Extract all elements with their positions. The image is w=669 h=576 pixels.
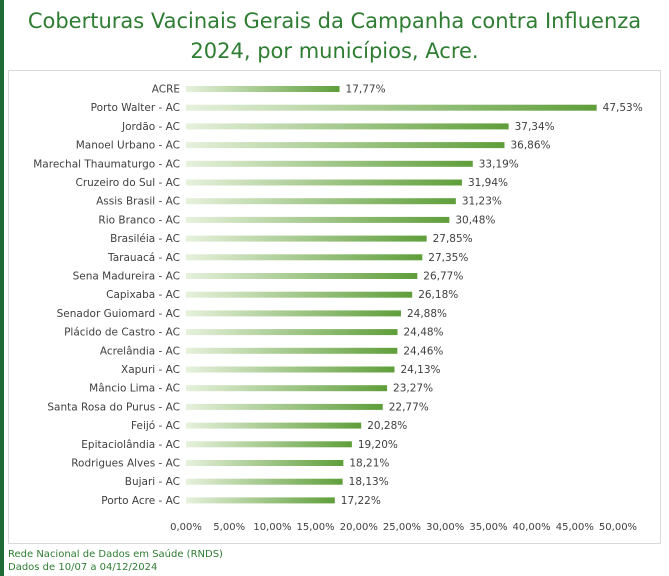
bar [186,104,597,111]
bar [186,403,383,410]
data-label: 26,18% [418,289,458,301]
frame-border [0,0,4,576]
data-label: 27,85% [433,233,473,245]
x-tick-label: 5,00% [213,522,245,533]
category-label: Tarauacá - AC [107,252,180,264]
bar [186,422,362,429]
x-tick-label: 20,00% [340,522,378,533]
data-label: 26,77% [423,271,463,283]
category-label: Plácido de Castro - AC [64,327,180,339]
category-label: Xapuri - AC [121,364,180,376]
data-label: 19,20% [358,439,398,451]
bar [186,254,423,261]
bar [186,179,462,186]
bar [186,366,395,373]
data-label: 22,77% [389,401,429,413]
data-label: 24,88% [407,308,447,320]
category-label: Marechal Thaumaturgo - AC [33,158,180,170]
data-label: 18,21% [349,458,389,470]
data-label: 24,13% [400,364,440,376]
x-tick-label: 30,00% [426,522,464,533]
category-label: Porto Acre - AC [101,495,180,507]
category-label: ACRE [152,84,180,96]
data-label: 31,23% [462,196,502,208]
data-label: 24,46% [403,345,443,357]
data-label: 24,48% [404,327,444,339]
category-label: Porto Walter - AC [91,102,180,114]
footer: Rede Nacional de Dados em Saúde (RNDS) D… [8,548,223,574]
data-label: 36,86% [510,140,550,152]
data-label: 17,77% [346,84,386,96]
x-tick-label: 40,00% [513,522,551,533]
category-label: Sena Madureira - AC [73,271,180,283]
bar [186,310,401,317]
bar [186,198,456,205]
data-label: 33,19% [479,158,519,170]
category-label: Mâncio Lima - AC [89,383,180,395]
bar [186,273,418,279]
category-label: Santa Rosa do Purus - AC [47,401,180,413]
bar-chart: ACRE 17,77% Porto Walter - AC 47,53% Jordão … [33,84,643,534]
category-label: Capixaba - AC [106,289,180,301]
data-label: 37,34% [515,121,555,133]
bar [186,142,505,149]
data-label: 17,22% [341,495,381,507]
footer-dates: Dados de 10/07 a 04/12/2024 [8,562,158,573]
data-label: 31,94% [468,177,508,189]
bar [186,291,413,298]
chart-title-line-1: Coberturas Vacinais Gerais da Campanha c… [27,9,642,33]
category-label: Feijó - AC [131,420,180,432]
x-tick-label: 50,00% [599,522,637,533]
bar [186,329,398,336]
x-tick-label: 45,00% [556,522,594,533]
x-tick-label: 35,00% [469,522,507,533]
x-tick-label: 15,00% [297,522,335,533]
category-label: Manoel Urbano - AC [76,140,180,152]
category-label: Jordão - AC [121,121,180,133]
data-label: 27,35% [428,252,468,264]
data-label: 23,27% [393,383,433,395]
bar [186,385,388,392]
category-label: Epitaciolândia - AC [81,439,180,451]
data-label: 30,48% [455,214,495,226]
category-label: Assis Brasil - AC [96,196,180,208]
bar [186,160,473,167]
category-label: Brasiléia - AC [110,233,180,245]
bar [186,478,343,485]
bar [186,123,509,130]
category-label: Senador Guiomard - AC [57,308,180,320]
category-label: Acrelândia - AC [100,345,180,357]
data-label: 20,28% [367,420,407,432]
data-label: 47,53% [603,102,643,114]
bar [186,216,450,223]
bar [186,460,344,466]
category-label: Bujari - AC [125,476,180,488]
category-label: Rio Branco - AC [98,214,180,226]
bar [186,347,398,354]
data-label: 18,13% [349,476,389,488]
x-tick-label: 25,00% [383,522,421,533]
bar [186,235,427,242]
bar [186,86,340,92]
x-tick-label: 0,00% [170,522,202,533]
category-label: Rodrigues Alves - AC [71,458,180,470]
chart-title: Coberturas Vacinais Gerais da Campanha c… [8,6,661,66]
category-label: Cruzeiro do Sul - AC [76,177,181,189]
chart-title-line-2: 2024, por municípios, Acre. [190,39,479,63]
bar [186,497,335,504]
x-tick-label: 10,00% [253,522,291,533]
bar [186,441,352,448]
footer-source: Rede Nacional de Dados em Saúde (RNDS) [8,549,223,560]
